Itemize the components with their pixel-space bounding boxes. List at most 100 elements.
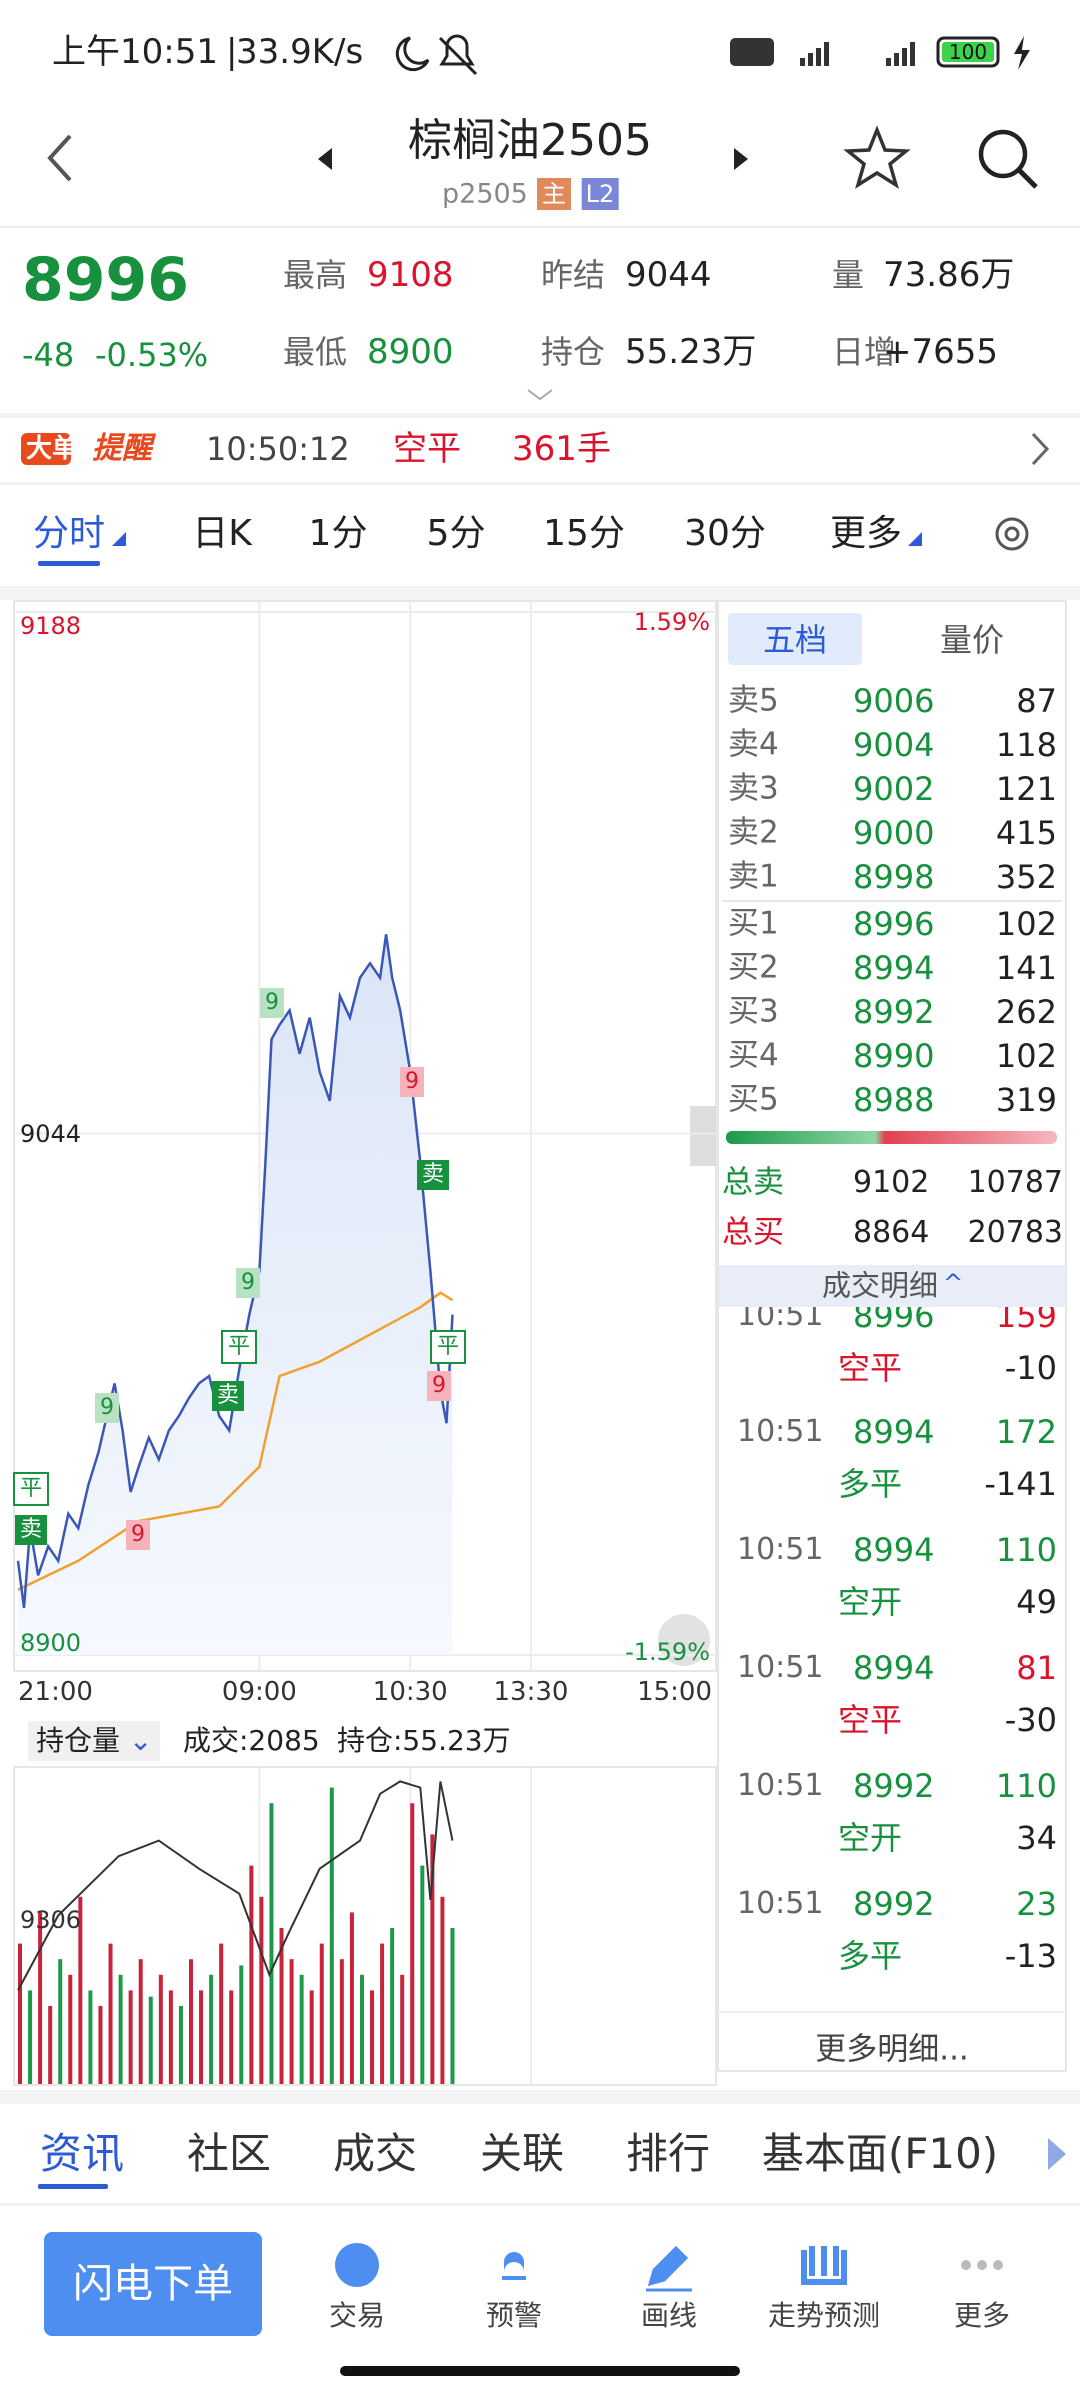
volume-bar [349, 1912, 354, 2084]
bottom-tab[interactable]: 排行 [625, 2129, 711, 2178]
more-icon[interactable] [961, 2260, 1003, 2270]
depth-tab[interactable]: 量价 [939, 621, 1005, 659]
depth-volume: 87 [1016, 682, 1057, 720]
trade-volume: 110 [995, 1531, 1057, 1569]
volume-bar [390, 1928, 395, 2084]
trade-time: 10:51 [737, 1414, 824, 1449]
volume-bar [370, 1990, 375, 2084]
chevron[interactable] [1031, 432, 1050, 466]
alert-icon[interactable] [502, 2248, 526, 2280]
depth-price: 9006 [853, 682, 935, 720]
depth-volume: 415 [995, 814, 1057, 852]
alert-badge-text: 提醒 [92, 431, 152, 466]
signal-icon [800, 42, 915, 66]
trade-type: 空开 [838, 1819, 903, 1857]
period-tab[interactable]: 更多 [829, 513, 903, 554]
volume-bar [359, 1974, 364, 2084]
y-tick-label: 8900 [20, 1629, 82, 1657]
depth-tab-active [728, 613, 862, 665]
depth-price: 9004 [853, 726, 935, 764]
depth-price: 8998 [853, 858, 935, 896]
x-tick-label: 09:00 [221, 1677, 297, 1707]
charging-icon [1014, 36, 1030, 70]
total-volume: 20783 [967, 1215, 1063, 1250]
trades-header[interactable] [719, 1265, 1066, 1307]
total-label: 总卖 [722, 1164, 784, 1201]
next-icon[interactable] [734, 148, 748, 170]
period-tab[interactable]: 分时 [32, 513, 106, 554]
volume-bar [38, 1912, 43, 2084]
trade-price: 8996 [853, 1307, 935, 1335]
order-button[interactable] [44, 2232, 262, 2336]
volume-bar [309, 1990, 314, 2084]
trade-volume: 81 [1016, 1649, 1057, 1687]
quote-label: 昨结 [541, 256, 606, 294]
expand-icon[interactable] [527, 389, 553, 401]
divider [0, 2090, 1080, 2104]
period-tab[interactable]: 5分 [426, 513, 486, 554]
trade-change: -30 [1004, 1701, 1057, 1739]
forecast-icon[interactable] [801, 2246, 847, 2285]
back-icon[interactable] [47, 134, 72, 182]
volume-bar [420, 1865, 425, 2084]
settings-icon[interactable] [995, 517, 1029, 551]
toolbar-label[interactable]: 走势预测 [767, 2299, 881, 2332]
panel-toggle[interactable] [690, 1106, 716, 1166]
more-tabs-icon[interactable] [1048, 2138, 1066, 2170]
divider [0, 482, 1080, 485]
period-tab[interactable]: 1分 [308, 513, 368, 554]
period-tab[interactable]: 30分 [684, 513, 766, 554]
trade-icon[interactable] [335, 2243, 379, 2287]
toolbar-label[interactable]: 更多 [953, 2299, 1011, 2332]
trade-type: 空开 [838, 1583, 903, 1621]
depth-price: 8988 [853, 1081, 935, 1119]
volume-bar [88, 1990, 93, 2084]
prev-icon[interactable] [318, 148, 332, 170]
bottom-tab[interactable]: 社区 [186, 2129, 272, 2178]
period-tab[interactable]: 15分 [543, 513, 625, 554]
toolbar-label[interactable]: 画线 [640, 2299, 698, 2332]
float-button[interactable] [658, 1614, 710, 1666]
volume-bar [319, 1943, 324, 2084]
volume-bar [148, 1996, 153, 2084]
oi-selector[interactable]: 持仓量 ⌄ [28, 1721, 161, 1761]
trade-change: 49 [1016, 1583, 1057, 1621]
depth-label: 卖3 [728, 770, 779, 807]
depth-label: 卖5 [728, 682, 779, 719]
depth-label: 卖1 [728, 858, 779, 895]
dropdown-caret: ⌄ [128, 1724, 153, 1757]
collapse-icon[interactable]: ^ [942, 1269, 964, 1297]
search-icon[interactable] [978, 129, 1028, 179]
favorite-icon[interactable] [843, 125, 911, 189]
volume-bar [188, 1959, 193, 2084]
status-time: 上午10:51 [52, 32, 218, 72]
depth-volume: 102 [995, 905, 1057, 943]
y-tick-label: 9188 [20, 612, 82, 640]
depth-price: 9002 [853, 770, 935, 808]
toolbar-label[interactable]: 交易 [328, 2299, 386, 2332]
oi-line [17, 1780, 454, 1991]
bottom-tab[interactable]: 关联 [479, 2129, 565, 2178]
volume-bar [28, 1990, 33, 2084]
chart-marker: 平 [429, 1330, 467, 1364]
bottom-tab[interactable]: 成交 [332, 2129, 418, 2178]
draw-icon[interactable] [646, 2245, 692, 2292]
volume-frame [13, 1766, 717, 2086]
volume-bar [440, 1896, 445, 2084]
period-tab[interactable]: 日K [192, 513, 252, 554]
trades-title: 成交明细 [821, 1268, 939, 1303]
more-trades[interactable]: 更多明细... [815, 2031, 969, 2068]
order-button-text[interactable]: 闪电下单 [73, 2261, 233, 2307]
quote-label: 量 [832, 256, 865, 294]
bottom-tab[interactable]: 资讯 [39, 2129, 125, 2178]
volume-bar [98, 2006, 103, 2084]
depth-tab[interactable]: 五档 [762, 621, 828, 659]
trade-price: 8994 [853, 1649, 935, 1687]
toolbar-label[interactable]: 预警 [485, 2299, 543, 2332]
trade-volume: 172 [995, 1413, 1057, 1451]
bottom-tab[interactable]: 基本面(F10) [761, 2129, 999, 2178]
chart-marker: 卖 [14, 1515, 48, 1545]
trade-price: 8994 [853, 1531, 935, 1569]
total-price: 9102 [853, 1165, 930, 1200]
